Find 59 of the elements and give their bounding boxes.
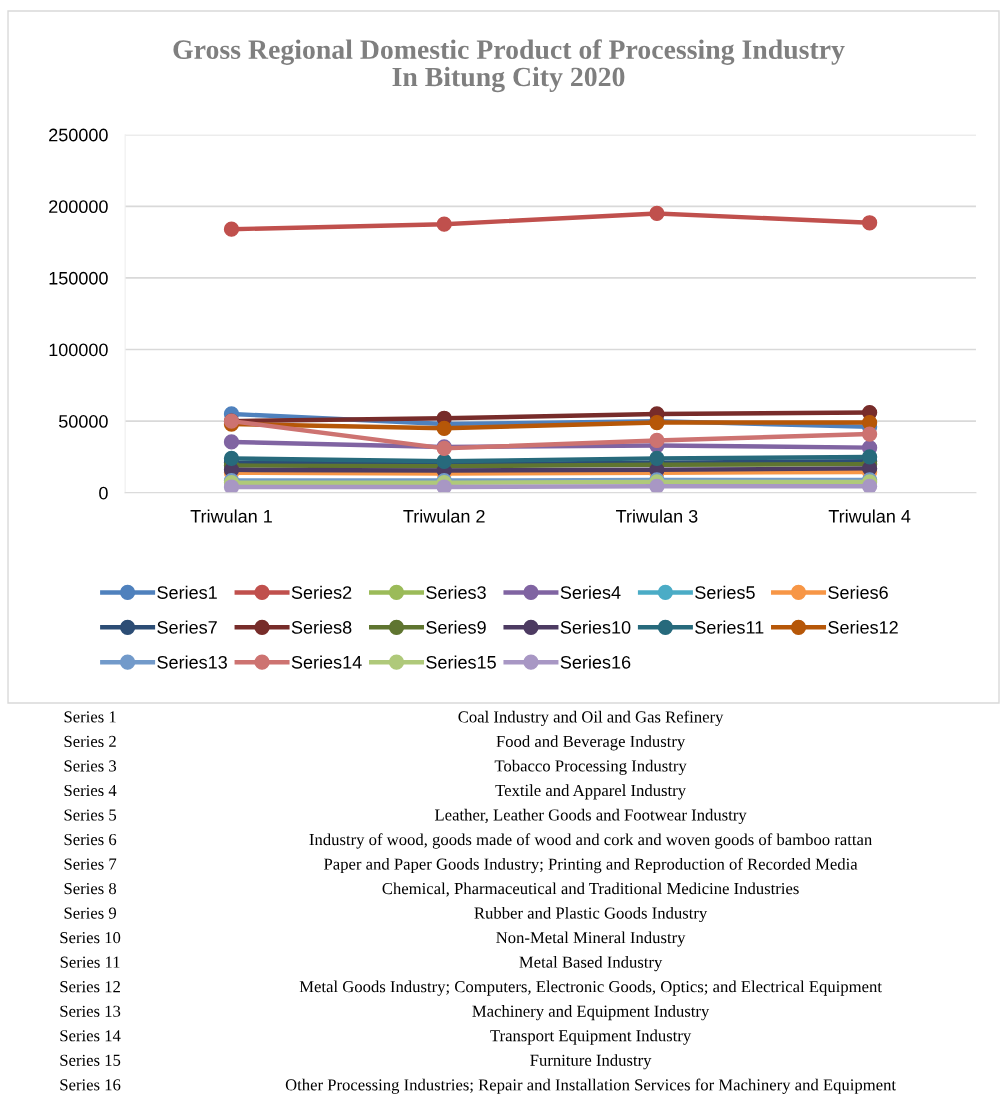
text: Chemical, Pharmaceutical and Traditional Medicine Industries xyxy=(382,882,799,897)
text: Series 13 xyxy=(60,1005,121,1017)
text: Food and Beverage Industry xyxy=(496,735,686,751)
y-tick-label: 50000 xyxy=(58,415,108,428)
text: Series 7 xyxy=(64,858,117,870)
y-tick-label: 0 xyxy=(99,486,108,500)
text: Leather, Leather Goods and Footwear Industry xyxy=(434,808,747,825)
text: Metal Goods Industry; Computers, Electronic Goods, Optics; and Electrical Equipment xyxy=(299,980,882,996)
legend-label: Series12 xyxy=(828,620,898,634)
legend-label: Series14 xyxy=(291,655,362,669)
legend-label: Series4 xyxy=(560,585,621,599)
text: Series 4 xyxy=(64,784,117,797)
text: Series 14 xyxy=(60,1030,121,1042)
text: Tobacco Processing Industry xyxy=(494,759,687,775)
legend-label: Series7 xyxy=(157,620,217,634)
y-tick-label: 250000 xyxy=(49,128,108,142)
y-tick-label: 200000 xyxy=(49,200,108,214)
legend-label: Series8 xyxy=(291,620,352,634)
text: Series 1 xyxy=(64,711,116,723)
text: Furniture Industry xyxy=(530,1054,652,1070)
legend-label: Series15 xyxy=(426,655,496,669)
text: Series 12 xyxy=(60,981,120,993)
text: Other Processing Industries; Repair and Installation Services for Machinery and Equipment xyxy=(285,1078,896,1094)
text: Series 9 xyxy=(64,907,117,919)
text: Rubber and Plastic Goods Industry xyxy=(474,906,708,923)
legend-label: Series1 xyxy=(157,585,217,599)
text: Series 16 xyxy=(60,1079,121,1091)
text: Series 3 xyxy=(64,760,117,772)
legend-label: Series16 xyxy=(560,655,631,669)
legend-label: Series5 xyxy=(695,585,755,599)
x-tick-label: Triwulan 4 xyxy=(828,509,911,523)
text: Series 15 xyxy=(60,1054,121,1066)
text: Non-Metal Mineral Industry xyxy=(496,931,686,947)
text: Series 6 xyxy=(64,833,117,846)
x-tick-label: Triwulan 2 xyxy=(403,509,485,523)
y-tick-label: 100000 xyxy=(49,343,108,357)
text: Series 5 xyxy=(64,809,117,821)
text: Series 2 xyxy=(64,735,116,748)
text: Machinery and Equipment Industry xyxy=(472,1005,710,1021)
text: Coal Industry and Oil and Gas Refinery xyxy=(458,710,724,726)
text: Series 8 xyxy=(64,882,117,895)
legend-label: Series13 xyxy=(157,655,227,669)
text: Series 11 xyxy=(60,956,120,968)
legend-label: Series11 xyxy=(695,620,764,634)
text: Transport Equipment Industry xyxy=(490,1029,692,1045)
text: Series 10 xyxy=(60,932,121,944)
x-tick-label: Triwulan 1 xyxy=(190,509,272,523)
legend-label: Series2 xyxy=(291,585,352,599)
legend-label: Series10 xyxy=(560,620,631,634)
y-tick-label: 150000 xyxy=(49,271,108,285)
legend-label: Series6 xyxy=(828,585,888,599)
text: Industry of wood, goods made of wood and cork and woven goods of bamboo rattan xyxy=(309,833,872,849)
chart-title: Gross Regional Domestic Product of Processing Industry In Bitung City 2020 xyxy=(173,39,845,93)
text: Metal Based Industry xyxy=(519,956,663,972)
legend-label: Series3 xyxy=(426,585,486,599)
text: Textile and Apparel Industry xyxy=(495,784,686,800)
x-tick-label: Triwulan 3 xyxy=(616,509,698,523)
text: Paper and Paper Goods Industry; Printing and Reproduction of Recorded Media xyxy=(323,857,858,874)
legend-label: Series9 xyxy=(426,620,486,634)
